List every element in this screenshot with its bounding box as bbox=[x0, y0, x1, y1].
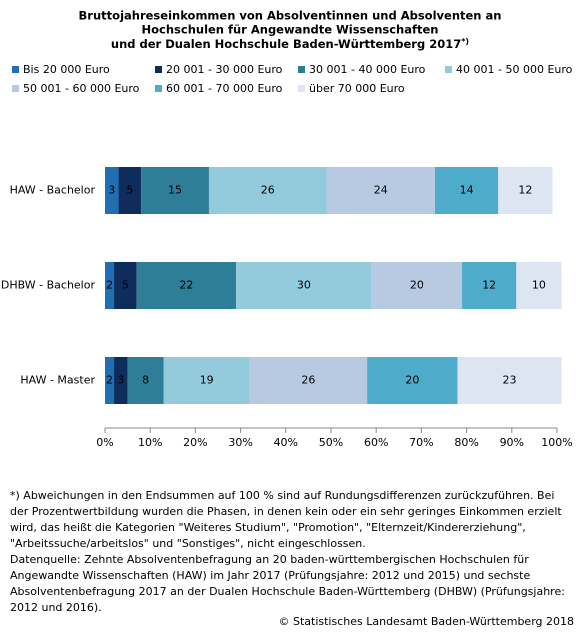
legend-label: 60 001 - 70 000 Euro bbox=[166, 82, 283, 95]
legend-swatch bbox=[155, 85, 162, 92]
value-label: 26 bbox=[301, 374, 315, 387]
bar-segment bbox=[457, 357, 562, 404]
y-tick-label: HAW - Master bbox=[20, 374, 95, 387]
bar-segment bbox=[127, 357, 164, 404]
value-label: 2 bbox=[106, 279, 113, 292]
value-label: 20 bbox=[405, 374, 419, 387]
legend-label: 40 001 - 50 000 Euro bbox=[456, 63, 573, 76]
y-tick-label: HAW - Bachelor bbox=[10, 184, 96, 197]
value-label: 5 bbox=[122, 279, 129, 292]
title-note: *) bbox=[461, 37, 469, 46]
value-label: 20 bbox=[410, 279, 424, 292]
footnote: Datenquelle: Zehnte Absolventenbefragung… bbox=[10, 553, 529, 566]
legend-swatch bbox=[12, 85, 19, 92]
value-label: 5 bbox=[126, 184, 133, 197]
bar-segment bbox=[236, 262, 372, 309]
bar-segment bbox=[105, 357, 115, 404]
footnote: der Prozentwertbildung wurden die Phasen… bbox=[10, 505, 562, 518]
legend-swatch bbox=[298, 85, 305, 92]
footnote: wird, das heißt die Kategorien "Weiteres… bbox=[10, 521, 526, 534]
value-label: 24 bbox=[374, 184, 388, 197]
value-label: 14 bbox=[460, 184, 474, 197]
legend-label: 20 001 - 30 000 Euro bbox=[166, 63, 283, 76]
legend-swatch bbox=[298, 66, 305, 73]
value-label: 30 bbox=[297, 279, 311, 292]
legend-label: über 70 000 Euro bbox=[309, 82, 405, 95]
value-label: 19 bbox=[200, 374, 214, 387]
bar-segment bbox=[367, 357, 458, 404]
chart-title: und der Dualen Hochschule Baden-Württemb… bbox=[111, 37, 461, 51]
bar-segment bbox=[105, 167, 119, 214]
bar-segment bbox=[105, 262, 115, 309]
x-tick-label: 100% bbox=[541, 436, 572, 449]
bar-segment bbox=[141, 167, 209, 214]
x-tick-label: 80% bbox=[454, 436, 478, 449]
bar-segment bbox=[434, 167, 499, 214]
value-label: 15 bbox=[168, 184, 182, 197]
value-label: 8 bbox=[142, 374, 149, 387]
footnote: *) Abweichungen in den Endsummen auf 100… bbox=[10, 489, 554, 502]
bar-segment bbox=[136, 262, 237, 309]
chart-title: Hochschulen für Angewandte Wissenschafte… bbox=[142, 23, 439, 37]
value-label: 3 bbox=[108, 184, 115, 197]
bar-segment bbox=[114, 357, 128, 404]
x-tick-label: 50% bbox=[319, 436, 343, 449]
legend-label: 30 001 - 40 000 Euro bbox=[309, 63, 426, 76]
legend-swatch bbox=[12, 66, 19, 73]
x-tick-label: 60% bbox=[364, 436, 388, 449]
legend-swatch bbox=[445, 66, 452, 73]
y-tick-label: DHBW - Bachelor bbox=[1, 279, 96, 292]
source: © Statistisches Landesamt Baden-Württemb… bbox=[278, 615, 574, 628]
value-label: 23 bbox=[503, 374, 517, 387]
value-label: 22 bbox=[179, 279, 193, 292]
legend-label: 50 001 - 60 000 Euro bbox=[23, 82, 140, 95]
value-label: 2 bbox=[106, 374, 113, 387]
bar-segment bbox=[371, 262, 463, 309]
bar-segment bbox=[326, 167, 435, 214]
bar-segment bbox=[118, 167, 142, 214]
x-tick-label: 40% bbox=[274, 436, 298, 449]
value-label: 10 bbox=[532, 279, 546, 292]
bar-segment bbox=[498, 167, 553, 214]
bar-segment bbox=[249, 357, 368, 404]
x-tick-label: 20% bbox=[183, 436, 207, 449]
footnote: "Arbeitssuche/arbeitslos" und "Sonstiges… bbox=[10, 537, 366, 550]
chart-title: Bruttojahreseinkommen von Absolventinnen… bbox=[79, 9, 502, 23]
bar-segment bbox=[462, 262, 517, 309]
value-label: 3 bbox=[117, 374, 124, 387]
legend-label: Bis 20 000 Euro bbox=[23, 63, 110, 76]
x-tick-label: 10% bbox=[138, 436, 162, 449]
bar-segment bbox=[208, 167, 327, 214]
bar-segment bbox=[516, 262, 562, 309]
footnote: Angewandte Wissenschaften (HAW) im Jahr … bbox=[10, 569, 530, 582]
footnote: 2012 und 2016). bbox=[10, 601, 102, 614]
footnote: Absolventenbefragung 2017 an der Dualen … bbox=[10, 585, 565, 598]
x-tick-label: 90% bbox=[500, 436, 524, 449]
value-label: 12 bbox=[518, 184, 532, 197]
bar-segment bbox=[114, 262, 137, 309]
value-label: 26 bbox=[261, 184, 275, 197]
legend-swatch bbox=[155, 66, 162, 73]
value-label: 12 bbox=[482, 279, 496, 292]
chart-title: und der Dualen Hochschule Baden-Württemb… bbox=[111, 37, 469, 51]
x-tick-label: 70% bbox=[409, 436, 433, 449]
x-tick-label: 0% bbox=[96, 436, 113, 449]
bar-segment bbox=[163, 357, 250, 404]
x-tick-label: 30% bbox=[228, 436, 252, 449]
